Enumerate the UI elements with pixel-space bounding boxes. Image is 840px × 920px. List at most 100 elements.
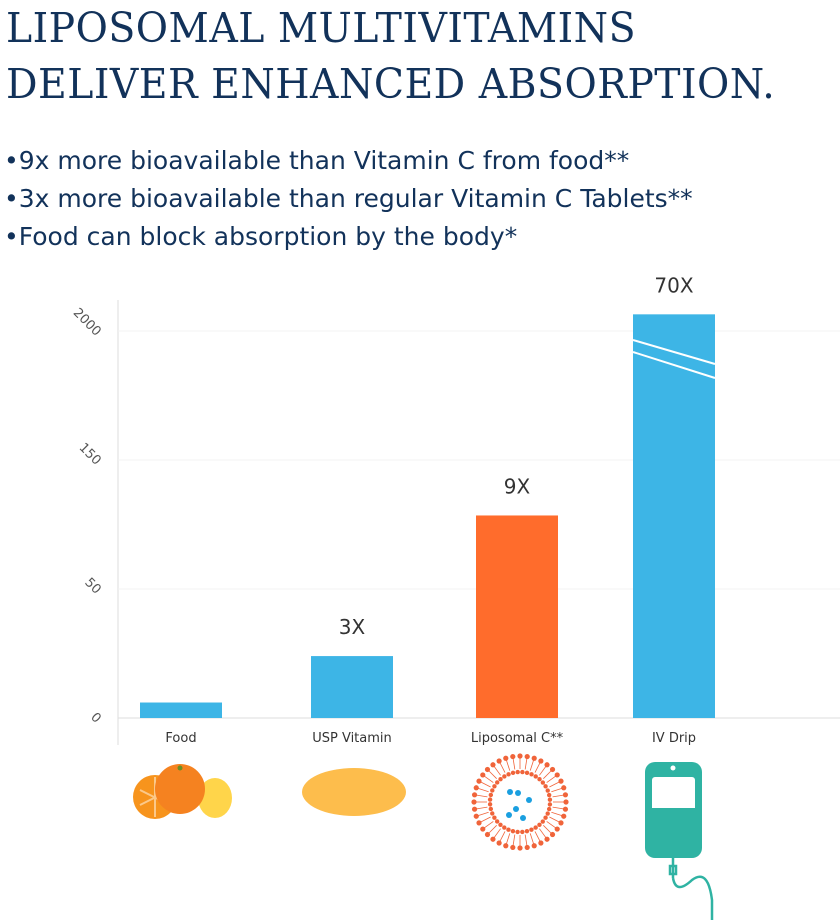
lemon [198,778,232,818]
lipid-head [547,797,553,802]
lipid-tail [546,821,556,829]
bar-liposomal-c- [476,515,558,718]
axis-break-line [632,351,716,379]
lipid-head [538,840,544,846]
iv-tube [668,858,714,920]
lipid-tail [529,833,534,844]
lipid-head [561,785,567,791]
orange [155,764,205,814]
orange-stem [177,765,183,771]
lipid-head [524,828,530,834]
lipid-tail [493,766,501,776]
lipid-head [490,762,496,768]
lipid-tail [478,788,489,793]
lipid-head [524,844,530,851]
lipid-head [490,811,495,816]
lipid-head [547,802,553,807]
category-label: USP Vitamin [312,731,392,746]
lipid-head [546,806,552,812]
vitamin-particle [515,790,521,796]
lipid-tail [551,788,562,793]
lipid-tail [529,760,534,771]
lipid-tail [551,811,562,816]
lipid-tail [480,781,491,788]
lipid-head [549,831,556,838]
vitamin-particle [526,797,532,803]
lipid-head [520,829,525,835]
iv-hanger [670,765,676,771]
lipid-tail [478,811,489,816]
lipid-head [545,811,550,816]
liposome-icon [471,753,569,851]
lipid-head [492,784,497,789]
bar-usp-vitamin [311,656,393,718]
lipid-head [473,813,479,819]
lipid-head [546,792,552,798]
axis-break-line [632,339,716,365]
data-label: 3X [339,615,366,639]
lipid-head [533,825,538,830]
lipid-head [487,797,493,802]
lipid-head [554,772,560,778]
vitamin-particle [520,815,526,821]
lipid-tail [488,770,497,779]
data-label: 70X [654,273,693,297]
lipid-tail [546,775,556,783]
lipid-tail [524,758,528,770]
title-line-2: DELIVER ENHANCED ABSORPTION. [6,60,776,108]
lipid-head [503,843,509,849]
y-tick-label: 0 [87,710,103,726]
iv-fluid [652,808,695,835]
lipid-head [471,799,477,805]
lipid-head [554,826,560,832]
lipid-tail [488,825,497,834]
lipid-head [520,769,525,775]
lipid-head [545,788,550,793]
title-line-1: LIPOSOMAL MULTIVITAMINS [6,4,637,52]
lipid-head [480,826,486,832]
benefit-item: Food can block absorption by the body* [4,218,693,256]
bar-iv-drip [633,314,715,718]
lipid-head [558,778,564,784]
lipid-head [529,772,534,777]
lipid-tail [493,828,501,838]
y-tick-label: 2000 [70,305,104,339]
lipid-tail [524,834,528,846]
lipid-head [506,772,511,777]
lipid-head [517,753,523,759]
lipid-head [480,772,486,778]
lipid-head [487,802,493,807]
lipid-head [543,784,548,789]
lipid-head [495,780,500,785]
lipid-head [503,755,509,761]
lipid-head [543,815,548,820]
lipid-tail [506,833,511,844]
vitamin-particle [506,812,512,818]
lipid-tail [534,762,541,773]
lipid-head [488,792,494,798]
lipid-tail [499,762,506,773]
lipid-head [540,780,546,785]
lipid-tail [499,831,506,842]
lipid-head [558,820,564,826]
lipid-head [492,815,497,820]
lipid-head [496,758,502,764]
tablet-icon [302,768,406,816]
lipid-tail [484,775,494,783]
lipid-head [531,843,537,849]
lipid-tail [549,781,560,788]
lipid-head [502,774,507,779]
benefit-item: 3x more bioavailable than regular Vitami… [4,180,693,218]
lipid-head [562,806,569,812]
lipid-tail [552,806,564,810]
lipid-head [524,770,530,776]
lipid-head [490,788,495,793]
lipid-head [549,766,556,773]
lipid-tail [539,828,547,838]
lipid-head [562,792,569,798]
lipid-head [473,785,479,791]
lipid-head [563,799,569,805]
lipid-head [544,836,550,842]
benefit-item: 9x more bioavailable than Vitamin C from… [4,142,693,180]
